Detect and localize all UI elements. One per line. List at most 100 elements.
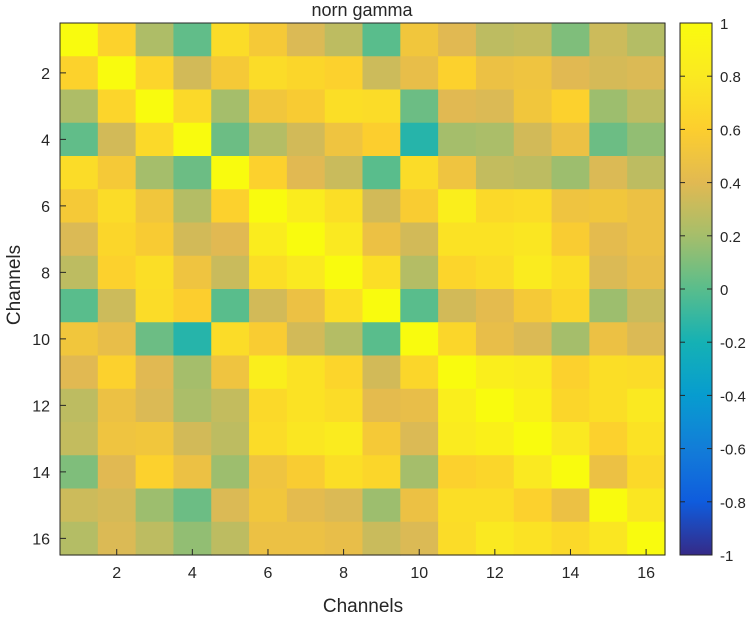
heatmap-cell (627, 122, 666, 157)
heatmap-cell (438, 222, 477, 257)
heatmap-cell (324, 388, 364, 423)
heatmap-cell (438, 388, 477, 423)
plot-area-border (59, 22, 666, 556)
heatmap-cell (286, 422, 326, 456)
heatmap-cell (475, 255, 515, 290)
heatmap-cell (173, 322, 212, 357)
heatmap-cell (362, 56, 401, 91)
heatmap-cell (362, 355, 401, 390)
heatmap-cell (135, 455, 175, 490)
x-tick-label: 10 (410, 565, 428, 582)
heatmap-cell (324, 156, 364, 190)
heatmap-cell (286, 322, 326, 357)
y-tick-label: 14 (32, 465, 50, 482)
heatmap-cell (211, 289, 250, 323)
heatmap-cell (97, 222, 137, 257)
heatmap-cell (589, 189, 628, 224)
heatmap-cell (589, 521, 628, 556)
x-tick-label: 16 (637, 565, 655, 582)
heatmap-cell (475, 455, 515, 490)
heatmap-cell (362, 156, 401, 190)
heatmap-cell (97, 156, 137, 190)
heatmap-cell (173, 222, 212, 257)
colorbar-tick-label: -1 (720, 548, 733, 565)
heatmap-cell (135, 23, 175, 57)
heatmap-cell (400, 156, 439, 190)
heatmap-cell (97, 488, 137, 523)
heatmap-cell (324, 222, 364, 257)
heatmap-cell (249, 89, 288, 124)
heatmap-cell (135, 322, 175, 357)
heatmap-cell (475, 488, 515, 523)
heatmap-cell (286, 289, 326, 323)
heatmap-cell (589, 422, 628, 456)
heatmap-cell (362, 122, 401, 157)
heatmap-cell (286, 222, 326, 257)
heatmap-cell (400, 56, 439, 91)
heatmap-cell (551, 422, 590, 456)
heatmap-cell (173, 488, 212, 523)
heatmap-cell (362, 89, 401, 124)
heatmap-cell (400, 388, 439, 423)
heatmap-cell (324, 455, 364, 490)
heatmap-cell (475, 388, 515, 423)
heatmap-cell (438, 355, 477, 390)
heatmap-cell (97, 289, 137, 323)
heatmap-cell (249, 488, 288, 523)
heatmap-cell (400, 289, 439, 323)
heatmap-cell (551, 156, 590, 190)
chart-title: norn gamma (311, 0, 413, 20)
heatmap-cell (173, 455, 212, 490)
heatmap-cell (286, 255, 326, 290)
colorbar-tick-label: -0.4 (720, 388, 746, 405)
x-tick-label: 6 (264, 565, 273, 582)
heatmap-cell (400, 255, 439, 290)
heatmap-cell (60, 255, 99, 290)
heatmap-cell (173, 388, 212, 423)
heatmap-cell (286, 355, 326, 390)
heatmap-cell (211, 455, 250, 490)
y-tick-label: 12 (32, 398, 50, 415)
heatmap-cell (173, 156, 212, 190)
heatmap-cell (60, 322, 99, 357)
heatmap-cell (551, 189, 590, 224)
heatmap-cell (173, 355, 212, 390)
heatmap-cell (362, 388, 401, 423)
heatmap-cell (173, 23, 212, 57)
heatmap-cell (173, 89, 212, 124)
heatmap-cell (135, 89, 175, 124)
y-axis-ticks: 2 4 6 8 10 12 14 16 (32, 66, 66, 548)
heatmap-cell (362, 322, 401, 357)
heatmap-cells (60, 23, 666, 556)
heatmap-cell (286, 388, 326, 423)
heatmap-cell (135, 255, 175, 290)
colorbar-ticks: 1 0.8 0.6 0.4 0.2 0 -0.2 -0.4 -0.6 -0.8 -1 (680, 16, 746, 565)
heatmap-cell (362, 23, 401, 57)
heatmap-cell (135, 289, 175, 323)
heatmap-cell (475, 355, 515, 390)
heatmap-cell (362, 255, 401, 290)
heatmap-cell (211, 122, 250, 157)
heatmap-cell (400, 122, 439, 157)
heatmap-cell (589, 355, 628, 390)
heatmap-cell (627, 56, 666, 91)
heatmap-cell (627, 322, 666, 357)
heatmap-cell (551, 222, 590, 257)
heatmap-cell (627, 355, 666, 390)
heatmap-cell (513, 56, 553, 91)
heatmap-cell (400, 322, 439, 357)
heatmap-cell (627, 156, 666, 190)
heatmap-cell (286, 89, 326, 124)
heatmap-cell (475, 222, 515, 257)
heatmap-cell (324, 122, 364, 157)
heatmap-cell (551, 56, 590, 91)
heatmap-cell (513, 422, 553, 456)
heatmap-cell (211, 189, 250, 224)
colorbar-tick-label: 0.2 (720, 229, 741, 246)
heatmap-cell (97, 455, 137, 490)
heatmap-cell (438, 289, 477, 323)
heatmap-cell (438, 156, 477, 190)
heatmap-cell (324, 355, 364, 390)
heatmap-cell (589, 222, 628, 257)
y-tick-label: 6 (41, 199, 50, 216)
